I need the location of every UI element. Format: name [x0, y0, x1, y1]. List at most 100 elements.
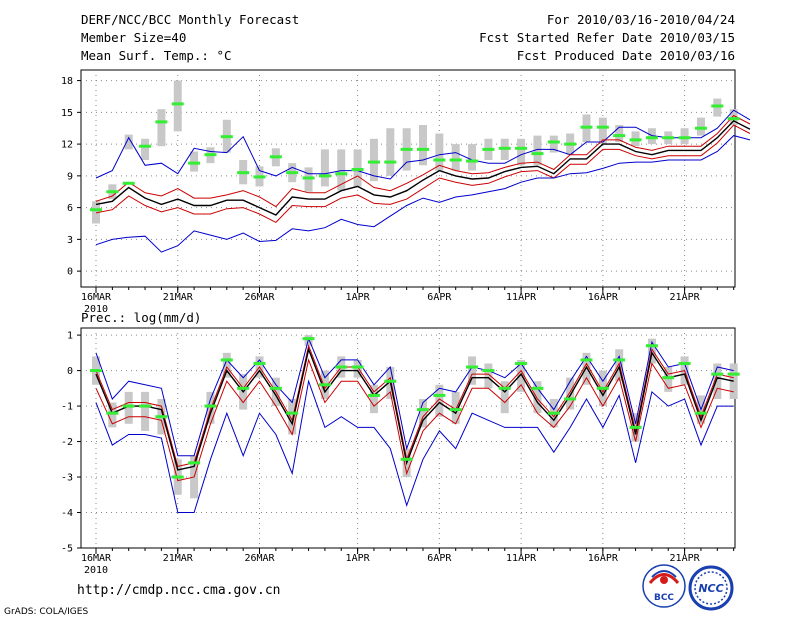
forecast-marker	[596, 386, 609, 390]
forecast-marker	[531, 386, 544, 390]
member-spread-box	[157, 109, 166, 147]
grads-credit: GrADS: COLA/IGES	[4, 607, 88, 617]
member-spread-box	[582, 352, 591, 385]
forecast-marker	[727, 117, 740, 121]
x-tick-label: 1APR	[346, 553, 371, 564]
forecast-marker	[498, 146, 511, 150]
member-spread-box	[517, 359, 526, 392]
forecast-marker	[139, 404, 152, 408]
forecast-marker	[139, 144, 152, 148]
member-spread-box	[729, 109, 738, 126]
x-tick-label: 21APR	[670, 292, 701, 303]
member-size-label: Member Size=40	[81, 30, 186, 45]
member-spread-box	[353, 359, 362, 378]
forecast-marker	[531, 152, 544, 156]
y-tick-label: 0	[67, 366, 73, 377]
forecast-marker	[367, 393, 380, 397]
member-spread-box	[190, 151, 199, 172]
forecast-marker	[613, 358, 626, 362]
member-spread-box	[696, 117, 705, 136]
member-spread-box	[304, 167, 313, 192]
series-line-mean	[95, 119, 751, 216]
member-spread-box	[435, 133, 444, 171]
y-tick-label: 15	[61, 108, 73, 119]
series-line-lower_band	[95, 358, 734, 482]
forecast-marker	[711, 104, 724, 108]
forecast-marker	[564, 142, 577, 146]
temperature-panel: 0 3 6 9 12 15 18 16MAR 21MAR 26MAR 1APR 6APR 11APR 16…	[61, 69, 751, 315]
member-spread-box	[533, 381, 542, 414]
plot-frame	[80, 69, 736, 288]
y-tick-label: 18	[61, 76, 73, 87]
y-tick-label: -4	[61, 508, 73, 519]
member-spread-box	[549, 135, 558, 153]
forecast-marker	[613, 134, 626, 138]
member-spread-box	[517, 138, 526, 166]
forecast-marker	[188, 161, 201, 165]
forecast-marker	[171, 102, 184, 106]
series-line-min	[95, 379, 734, 513]
member-spread-box	[598, 117, 607, 145]
member-spread-box	[369, 138, 378, 182]
x-tick-label: 16MAR	[81, 292, 112, 303]
member-spread-box	[500, 381, 509, 414]
forecast-marker	[269, 386, 282, 390]
forecast-marker	[466, 365, 479, 369]
forecast-marker	[367, 160, 380, 164]
member-spread-box	[337, 149, 346, 191]
bcc-logo-text: BCC	[654, 593, 674, 603]
member-spread-box	[468, 356, 477, 385]
forecast-marker	[694, 411, 707, 415]
y-tick-label: 12	[61, 140, 73, 151]
x-tick-label: 21APR	[670, 553, 701, 564]
forecast-marker	[498, 386, 511, 390]
forecast-marker	[204, 153, 217, 157]
forecast-marker	[727, 372, 740, 376]
forecast-marker	[171, 475, 184, 479]
forecast-marker	[237, 171, 250, 175]
y-tick-label: 9	[67, 171, 73, 182]
ncc-logo-text: NCC	[698, 582, 723, 595]
x-tick-label: 16MAR	[81, 553, 112, 564]
forecast-marker	[253, 175, 266, 179]
forecast-marker	[547, 140, 560, 144]
forecast-marker	[466, 159, 479, 163]
forecast-marker	[547, 411, 560, 415]
member-spread-box	[533, 135, 542, 166]
forecast-marker	[155, 120, 168, 124]
forecast-marker	[90, 369, 102, 373]
produced-date-label: Fcst Produced Date 2010/03/16	[517, 48, 735, 63]
source-url[interactable]: http://cmdp.ncc.cma.gov.cn	[77, 583, 281, 598]
forecast-marker	[711, 372, 724, 376]
forecast-marker	[580, 125, 593, 129]
forecast-marker	[564, 397, 577, 401]
y-tick-label: -2	[61, 437, 73, 448]
forecast-marker	[449, 408, 462, 412]
started-refer-date-label: Fcst Started Refer Date 2010/03/15	[479, 30, 735, 45]
y-tick-label: 1	[67, 331, 73, 342]
member-spread-box	[647, 128, 656, 145]
bcc-logo: BCC	[642, 564, 686, 608]
y-tick-label: -5	[61, 544, 73, 555]
forecast-marker	[188, 461, 201, 465]
forecast-marker	[629, 425, 642, 429]
forecast-marker	[694, 126, 707, 130]
forecast-marker	[678, 136, 691, 140]
forecast-marker	[106, 190, 119, 194]
y-tick-label: 0	[67, 267, 73, 278]
y-tick-label: 6	[67, 203, 73, 214]
member-spread-box	[713, 363, 722, 399]
forecast-marker	[629, 138, 642, 142]
y-tick-label: -3	[61, 473, 73, 484]
forecast-marker	[515, 361, 528, 365]
x-tick-label: 26MAR	[244, 553, 275, 564]
forecast-marker	[384, 379, 397, 383]
member-spread-box	[615, 125, 624, 142]
forecast-marker	[335, 365, 348, 369]
forecast-marker	[335, 172, 348, 176]
forecast-marker	[351, 168, 364, 172]
forecast-marker	[302, 176, 315, 180]
forecast-marker	[90, 208, 102, 212]
member-spread-box	[108, 402, 117, 428]
forecast-marker	[286, 411, 299, 415]
